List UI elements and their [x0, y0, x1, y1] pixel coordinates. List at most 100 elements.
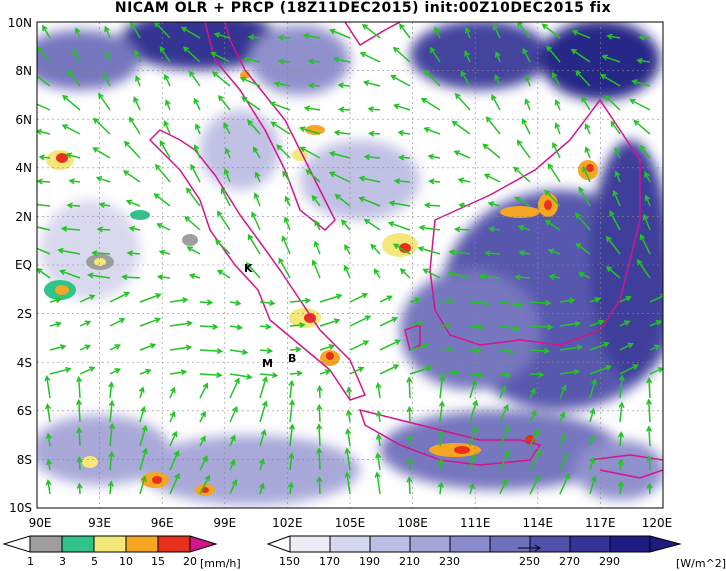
wind-arrow: [311, 194, 321, 207]
site-marker: M: [262, 357, 273, 370]
wind-arrow: [92, 147, 111, 159]
wind-arrow: [164, 99, 171, 111]
wind-arrow: [37, 128, 51, 135]
wind-arrow: [393, 178, 411, 185]
wind-arrow: [299, 126, 321, 135]
wind-arrow: [38, 154, 51, 161]
wind-arrow: [79, 294, 96, 303]
wind-arrow: [457, 177, 471, 184]
prcp-tick-label: 3: [59, 555, 66, 568]
wind-arrow: [499, 325, 520, 332]
wind-arrow: [571, 29, 591, 39]
y-tick-label: 6N: [15, 113, 32, 127]
wind-arrow: [37, 101, 51, 111]
y-tick-label: 6S: [16, 404, 32, 418]
wind-arrow: [269, 101, 291, 111]
wind-arrow: [169, 386, 176, 399]
wind-arrow: [289, 370, 303, 377]
wind-arrow: [288, 423, 295, 447]
wind-arrow: [618, 374, 625, 399]
wind-arrow: [334, 193, 351, 207]
wind-arrow: [469, 399, 479, 423]
wind-arrow: [258, 482, 265, 495]
wind-arrow: [447, 270, 471, 279]
wind-arrow: [559, 452, 569, 471]
wind-arrow: [37, 247, 51, 255]
wind-arrow: [104, 51, 111, 63]
wind-arrow: [199, 474, 211, 495]
wind-arrow: [57, 247, 81, 255]
wind-arrow: [199, 371, 223, 379]
wind-arrow: [128, 116, 141, 135]
olr-tick-label: 210: [399, 555, 420, 568]
wind-arrow: [139, 405, 147, 423]
wind-arrow: [639, 233, 651, 255]
wind-arrow: [469, 379, 478, 399]
y-tick-label: 4N: [15, 161, 32, 175]
wind-arrow: [59, 269, 81, 279]
wind-arrow: [344, 243, 351, 255]
wind-arrow: [223, 168, 231, 183]
y-tick-label: 4S: [16, 356, 32, 370]
wind-arrow: [483, 173, 501, 183]
precip-cell: [130, 210, 150, 220]
wind-arrow: [521, 117, 531, 135]
wind-arrow: [529, 449, 541, 471]
wind-arrow: [107, 480, 114, 495]
wind-arrow: [373, 268, 381, 279]
wind-arrow: [588, 434, 595, 447]
wind-arrow: [251, 211, 261, 231]
wind-arrow: [529, 409, 537, 423]
wind-arrow: [387, 221, 411, 231]
wind-arrow: [76, 426, 83, 447]
wind-arrow: [522, 47, 531, 63]
x-tick-label: 99E: [213, 516, 237, 530]
y-tick-label: 10N: [7, 16, 32, 30]
wind-arrow: [618, 401, 625, 423]
wind-arrow: [409, 365, 433, 375]
wind-arrow: [513, 166, 531, 183]
wind-arrow: [60, 225, 81, 232]
wind-arrow: [163, 73, 171, 87]
wind-arrow: [409, 297, 421, 304]
wind-arrow: [646, 482, 653, 495]
wind-arrow: [633, 119, 651, 135]
wind-arrow: [589, 364, 613, 375]
wind-arrow: [359, 51, 381, 63]
wind-arrow: [49, 321, 62, 328]
wind-arrow: [642, 213, 651, 231]
x-tick-label: 105E: [334, 516, 366, 530]
wind-arrow: [169, 449, 180, 471]
wind-arrow: [584, 123, 591, 135]
wind-arrow: [180, 26, 201, 39]
wind-arrow: [337, 82, 351, 89]
wind-arrow: [199, 323, 219, 330]
wind-arrow: [299, 146, 321, 159]
wind-arrow: [367, 106, 381, 113]
wind-arrow: [619, 295, 632, 303]
wind-arrow: [46, 458, 53, 471]
wind-arrow: [638, 34, 651, 41]
wind-arrow: [636, 57, 651, 64]
wind-arrow: [491, 94, 501, 111]
wind-arrow: [247, 119, 261, 135]
y-tick-label: EQ: [14, 258, 32, 272]
wind-arrow: [349, 366, 365, 375]
wind-arrow: [49, 366, 72, 375]
wind-arrow: [281, 235, 291, 255]
wind-arrow: [548, 273, 561, 280]
wind-arrow: [349, 315, 372, 327]
wind-arrow: [273, 80, 291, 87]
wind-arrow: [423, 202, 441, 209]
wind-arrow: [554, 99, 561, 111]
wind-arrow: [469, 425, 478, 447]
wind-arrow: [614, 170, 621, 183]
olr-tick-label: 270: [559, 555, 580, 568]
wind-arrow: [67, 69, 81, 87]
wind-arrow: [169, 344, 193, 351]
wind-arrow: [390, 75, 411, 87]
wind-arrow: [158, 249, 171, 256]
wind-arrow: [438, 400, 445, 423]
wind-arrow: [229, 434, 236, 447]
